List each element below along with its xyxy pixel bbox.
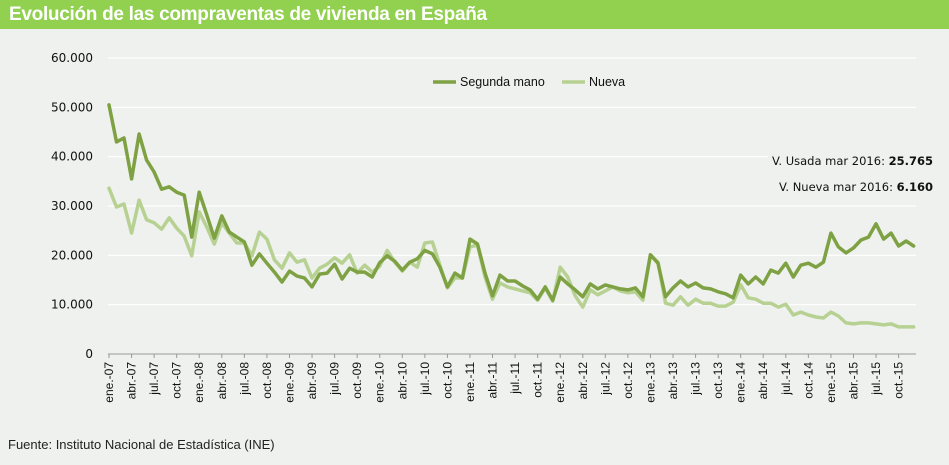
x-tick-label: ene.-11 — [463, 362, 477, 402]
x-tick-label: jul.-15 — [869, 362, 883, 396]
y-tick-label: 40.000 — [51, 150, 93, 164]
y-tick-label: 20.000 — [51, 248, 93, 262]
x-tick-label: abr.-07 — [125, 362, 139, 400]
annotation-new-value: 6.160 — [896, 180, 933, 194]
annotation-new: V. Nueva mar 2016: 6.160 — [775, 180, 937, 194]
x-tick-label: ene.-08 — [192, 362, 206, 403]
x-tick-label: jul.-08 — [237, 362, 251, 396]
x-tick-label: ene.-15 — [824, 362, 838, 403]
x-tick-label: jul.-13 — [689, 362, 703, 396]
legend-label-used: Segunda mano — [460, 75, 545, 89]
annotation-new-label: V. Nueva mar 2016: — [779, 180, 893, 194]
annotation-used: V. Usada mar 2016: 25.765 — [768, 154, 937, 168]
chart-title: Evolución de las compraventas de viviend… — [9, 4, 487, 25]
x-tick-label: oct.-10 — [440, 362, 454, 399]
annotation-used-value: 25.765 — [888, 154, 933, 168]
x-tick-label: oct.-14 — [801, 362, 815, 399]
annotation-used-label: V. Usada mar 2016: — [772, 154, 885, 168]
x-tick-label: jul.-07 — [147, 362, 161, 396]
x-tick-label: oct.-11 — [531, 362, 545, 398]
y-tick-label: 0 — [85, 347, 93, 361]
series-line-segunda-mano — [107, 103, 916, 302]
x-tick-label: jul.-14 — [779, 362, 793, 396]
x-tick-label: jul.-11 — [508, 362, 522, 395]
y-tick-label: 10.000 — [51, 298, 93, 312]
x-tick-label: ene.-14 — [734, 362, 748, 403]
y-tick-label: 50.000 — [51, 100, 93, 114]
x-tick-label: oct.-13 — [711, 362, 725, 399]
x-tick-label: jul.-09 — [328, 362, 342, 396]
x-tick-label: oct.-12 — [621, 362, 635, 399]
source-note: Fuente: Instituto Nacional de Estadístic… — [8, 437, 275, 452]
x-tick-label: oct.-08 — [260, 362, 274, 399]
x-tick-label: abr.-10 — [395, 362, 409, 400]
x-tick-label: abr.-11 — [486, 362, 500, 399]
x-tick-label: abr.-12 — [576, 362, 590, 400]
x-tick-label: oct.-07 — [170, 362, 184, 399]
x-tick-label: abr.-13 — [666, 362, 680, 400]
x-tick-label: abr.-09 — [305, 362, 319, 400]
x-tick-label: abr.-14 — [756, 362, 770, 400]
x-tick-label: ene.-13 — [643, 362, 657, 403]
x-tick-label: oct.-09 — [350, 362, 364, 399]
x-tick-label: jul.-10 — [418, 362, 432, 396]
series-line-nueva — [107, 186, 916, 329]
x-tick-label: ene.-09 — [282, 362, 296, 403]
y-tick-label: 30.000 — [51, 199, 93, 213]
x-tick-label: ene.-07 — [102, 362, 116, 403]
legend-label-new: Nueva — [589, 75, 625, 89]
x-tick-label: jul.-12 — [598, 362, 612, 396]
y-tick-label: 60.000 — [51, 51, 93, 65]
x-tick-label: oct.-15 — [892, 362, 906, 399]
x-tick-label: ene.-12 — [553, 362, 567, 403]
legend: Segunda mano Nueva — [433, 75, 625, 89]
x-tick-label: abr.-15 — [846, 362, 860, 400]
x-tick-label: ene.-10 — [373, 362, 387, 403]
title-bar: Evolución de las compraventas de viviend… — [0, 0, 949, 29]
x-tick-label: abr.-08 — [215, 362, 229, 400]
